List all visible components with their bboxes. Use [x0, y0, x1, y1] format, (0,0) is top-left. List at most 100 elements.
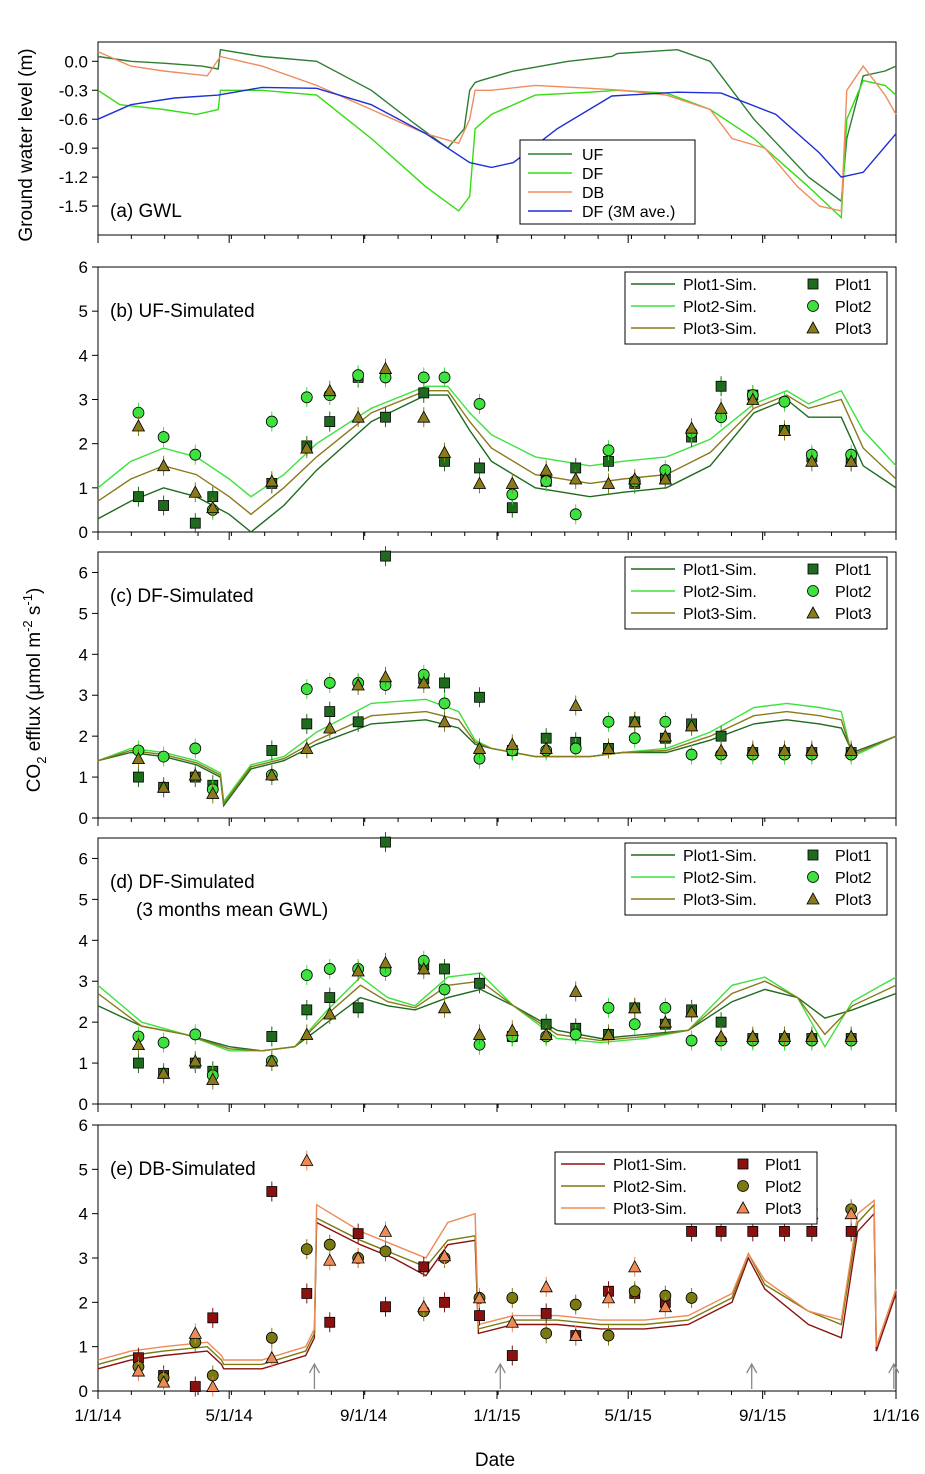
- plot1-marker: [439, 1296, 450, 1308]
- plot3-marker: [437, 1248, 452, 1262]
- y-tick-label: 6: [79, 563, 88, 582]
- plot3-marker: [131, 419, 146, 432]
- panel-label: (b) UF-Simulated: [110, 301, 255, 322]
- plot3-marker: [539, 1279, 553, 1293]
- panel-label: (d) DF-Simulated: [110, 872, 255, 893]
- plot3-marker: [300, 1027, 314, 1040]
- plot3-marker: [806, 606, 820, 619]
- plot3-marker: [417, 410, 431, 423]
- plot2-marker: [189, 742, 202, 755]
- y-tick-label: 6: [79, 258, 88, 277]
- series-line-plot2-sim-: [97, 972, 897, 1052]
- legend-label: Plot3: [835, 321, 872, 338]
- series-line-plot1-sim-: [97, 988, 897, 1052]
- plot2-marker: [189, 448, 202, 461]
- legend-label: Plot2: [765, 1179, 802, 1196]
- plot3-marker: [323, 721, 337, 734]
- plot2-marker: [189, 1028, 202, 1041]
- plot3-marker: [378, 1224, 393, 1237]
- plot2-marker: [807, 300, 819, 312]
- plot1-marker: [266, 745, 278, 756]
- plot2-marker: [569, 742, 582, 755]
- series-line-plot2-sim-: [97, 385, 897, 498]
- plot1-marker: [380, 836, 391, 848]
- y-tick-label: 5: [79, 890, 88, 909]
- legend-label: Plot3-Sim.: [683, 606, 757, 623]
- plot3-marker: [628, 1260, 642, 1273]
- plot3-marker: [539, 741, 553, 754]
- plot3-marker: [351, 1251, 365, 1264]
- plot2-marker: [569, 1298, 582, 1311]
- y-tick-label: 0: [79, 809, 88, 828]
- y-tick-label: 5: [79, 1160, 88, 1179]
- plot3-marker: [472, 1291, 487, 1304]
- plot3-marker: [472, 741, 487, 754]
- plot1-marker: [189, 517, 201, 529]
- plot3-marker: [206, 500, 220, 514]
- y-tick-label: 2: [79, 727, 88, 746]
- plot3-marker: [378, 669, 393, 683]
- plot3-marker: [806, 892, 820, 905]
- plot3-marker: [658, 1299, 673, 1313]
- plot3-marker: [628, 472, 642, 485]
- gwl-axis-label: Ground water level (m): [16, 48, 37, 241]
- legend-label: Plot3: [835, 606, 872, 623]
- legend-label: Plot2: [835, 584, 872, 601]
- event-arrow-head: [888, 1362, 900, 1374]
- legend-label: Plot2-Sim.: [683, 870, 757, 887]
- plot2-marker: [352, 369, 365, 382]
- plot3-marker: [265, 1054, 279, 1067]
- plot3-marker: [844, 1206, 858, 1220]
- plot1-marker: [301, 1004, 313, 1016]
- plot1-marker: [715, 730, 727, 742]
- plot2-marker: [628, 732, 641, 745]
- series-line-plot2-sim-: [97, 698, 897, 804]
- y-tick-label: 1: [79, 1054, 88, 1073]
- panel-e: 0 1 2 3 4 5 6 Plot1-Sim. Plot2-Sim. Plot3-Sim. Plo…: [79, 1116, 897, 1401]
- plot1-marker: [380, 1301, 391, 1313]
- plot2-marker: [506, 1292, 519, 1304]
- plot3-marker: [156, 1375, 171, 1388]
- plot2-marker: [300, 1243, 313, 1256]
- plot3-marker: [601, 741, 616, 754]
- legend-label: Plot3: [835, 892, 872, 909]
- plot3-marker: [601, 476, 616, 489]
- legend-label: Plot1-Sim.: [613, 1157, 687, 1174]
- y-tick-label: 0: [79, 1382, 88, 1401]
- y-tick-label: 2: [79, 1293, 88, 1312]
- plot3-marker: [300, 1153, 314, 1166]
- plot1-marker: [207, 1312, 219, 1324]
- y-tick-label: 1: [79, 1338, 88, 1357]
- plot3-marker: [844, 743, 858, 756]
- plot1-marker: [715, 380, 727, 392]
- plot3-marker: [351, 678, 365, 691]
- y-tick-label: -1.5: [59, 197, 88, 216]
- series-line-plot2-sim-: [97, 1203, 897, 1366]
- plot2-marker: [602, 1329, 615, 1342]
- plot2-marker: [807, 871, 819, 883]
- plot1-marker: [715, 1016, 727, 1028]
- plot3-marker: [206, 1072, 220, 1085]
- legend-label: Plot1-Sim.: [683, 562, 757, 579]
- legend-label: Plot2-Sim.: [613, 1179, 687, 1196]
- plot3-marker: [569, 698, 583, 711]
- y-tick-label: 4: [79, 645, 88, 664]
- legend-label: Plot1: [765, 1157, 802, 1174]
- y-tick-label: -1.2: [59, 168, 88, 187]
- panel-d: 0 1 2 3 4 5 6 Plot1-Sim. Plot2-Sim. Plot3-Sim. Plo…: [79, 832, 897, 1114]
- series-line-plot1-sim-: [97, 719, 897, 808]
- plot3-marker: [505, 1315, 519, 1328]
- plot3-marker: [156, 780, 171, 793]
- plot3-marker: [539, 463, 553, 476]
- plot1-marker: [133, 1057, 144, 1069]
- plot1-marker: [439, 963, 450, 975]
- y-tick-label: 6: [79, 849, 88, 868]
- plot1-marker: [747, 1226, 759, 1237]
- legend-label: DF: [582, 166, 604, 183]
- plot3-marker: [714, 1029, 728, 1042]
- plot3-marker: [300, 441, 314, 454]
- x-tick-label: 1/1/15: [473, 1406, 520, 1425]
- plot3-marker: [417, 962, 431, 975]
- plot2-marker: [265, 1331, 278, 1344]
- legend-label: Plot1: [835, 848, 872, 865]
